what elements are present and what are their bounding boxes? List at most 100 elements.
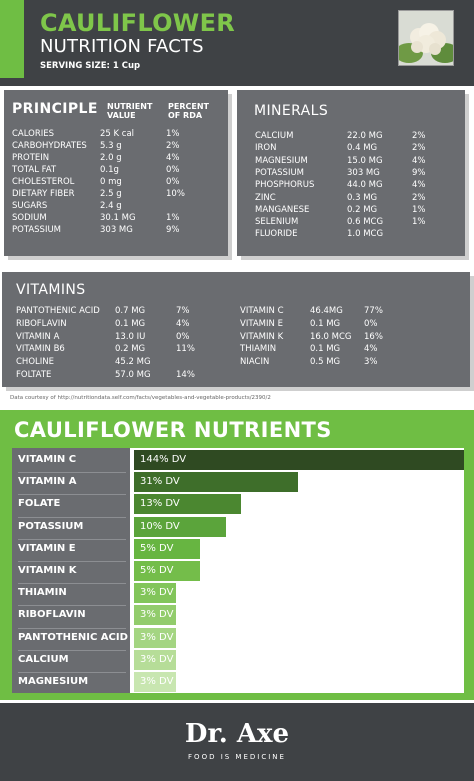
chart-row-divider: [18, 472, 126, 474]
chart-bar: [134, 472, 298, 493]
vitamin-name: CHOLINE: [16, 357, 54, 368]
chart-row-divider: [18, 627, 126, 629]
brand-logo: Dr. Axe: [184, 719, 290, 749]
vitamin-rda: 0%: [176, 331, 190, 342]
chart-row-divider: [18, 672, 126, 673]
chart-bar: [134, 627, 176, 648]
vitamin-rda: 4%: [364, 344, 378, 355]
vitamin-value: 0.1 MG: [115, 318, 146, 329]
nutrient-value: 2.4 g: [100, 201, 122, 211]
mineral-name: PHOSPHORUS: [255, 180, 315, 191]
header-accent-bar: [0, 0, 24, 78]
chart-category-label: PANTOTHENIC ACID: [18, 631, 128, 643]
chart-row-divider: [18, 494, 126, 496]
nutrient-name: PROTEIN: [12, 153, 50, 163]
chart-bar: [134, 494, 241, 515]
nutrient-value: 30.1 MG: [100, 213, 136, 223]
chart-row-divider: [18, 583, 126, 585]
chart-bar: [134, 605, 176, 626]
mineral-value: 22.0 MG: [347, 131, 383, 141]
nutrient-name: SODIUM: [12, 213, 47, 223]
nutrient-name: CALORIES: [12, 129, 55, 139]
chart-row-divider: [18, 649, 126, 651]
mineral-name: CALCIUM: [255, 131, 294, 141]
vitamin-name: VITAMIN E: [240, 318, 283, 329]
mineral-rda: 1%: [412, 204, 426, 215]
mineral-rda: 9%: [412, 167, 426, 178]
brand-tagline: FOOD IS MEDICINE: [188, 753, 286, 761]
chart-category-label: VITAMIN C: [18, 454, 77, 465]
vitamin-rda: 0%: [364, 318, 378, 329]
vitamin-value: 16.0 MCG: [310, 331, 352, 342]
chart-bar: [134, 450, 464, 470]
nutrient-rda: 1%: [166, 213, 180, 223]
chart-category-label: VITAMIN A: [18, 476, 77, 488]
nutrient-name: CARBOHYDRATES: [12, 141, 87, 151]
nutrient-value: 25 K cal: [100, 129, 135, 139]
nutrient-name: POTASSIUM: [12, 225, 62, 235]
nutrient-value: 0 mg: [100, 177, 122, 187]
header: CAULIFLOWER NUTRITION FACTS SERVING SIZE…: [0, 0, 474, 86]
nutrient-value: 303 MG: [100, 225, 133, 235]
vitamin-value: 13.0 IU: [115, 331, 146, 342]
mineral-rda: 2%: [412, 192, 426, 203]
vitamin-name: RIBOFLAVIN: [16, 318, 67, 329]
nutrient-value: 2.0 g: [100, 153, 122, 163]
vitamin-name: VITAMIN K: [240, 331, 284, 342]
nutrient-rda: 4%: [166, 153, 180, 163]
chart-data-label: 5% DV: [140, 565, 174, 576]
nutrient-name: CHOLESTEROL: [12, 177, 75, 187]
cauliflower-image: [398, 10, 454, 66]
nutrient-value: 5.3 g: [100, 141, 122, 151]
mineral-value: 0.6 MCG: [347, 217, 384, 228]
chart-data-label: 10% DV: [140, 520, 180, 532]
vitamin-value: 0.1 MG: [310, 344, 341, 355]
mineral-value: 0.2 MG: [347, 204, 378, 215]
nutrient-value: 0.1g: [100, 165, 119, 175]
vitamin-value: 46.4MG: [310, 306, 343, 316]
data-source-note: Data courtesy of http://nutritiondata.se…: [10, 395, 271, 401]
mineral-name: ZINC: [255, 192, 276, 203]
vitamin-rda: 77%: [364, 306, 383, 316]
mineral-value: 15.0 MG: [347, 155, 383, 166]
mineral-name: IRON: [255, 143, 277, 154]
mineral-name: FLUORIDE: [255, 229, 298, 240]
page-subtitle: NUTRITION FACTS: [40, 36, 204, 57]
vitamin-value: 0.2 MG: [115, 344, 146, 355]
chart-data-label: 3% DV: [140, 676, 174, 687]
minerals-title: MINERALS: [254, 103, 329, 119]
mineral-value: 44.0 MG: [347, 180, 383, 191]
principle-panel: PRINCIPLE NUTRIENT VALUE PERCENT OF RDA CA…: [4, 90, 228, 256]
chart-bar: [134, 561, 200, 581]
vitamin-value: 0.1 MG: [310, 318, 341, 329]
vitamin-value: 0.7 MG: [115, 306, 146, 316]
footer: Dr. Axe FOOD IS MEDICINE: [0, 703, 474, 781]
chart-category-label: VITAMIN E: [18, 542, 76, 554]
nutrients-section: CAULIFLOWER NUTRIENTS VITAMIN C 144% DV VI…: [0, 410, 474, 700]
chart-category-label: CALCIUM: [18, 653, 69, 665]
chart-row-divider: [18, 538, 126, 540]
nutrient-name: TOTAL FAT: [12, 165, 57, 175]
chart-data-label: 144% DV: [140, 454, 187, 465]
chart-category-label: VITAMIN K: [18, 565, 77, 576]
chart-bar: [134, 516, 226, 537]
vitamin-rda: 11%: [176, 344, 195, 355]
chart-bar: [134, 538, 200, 559]
vitamin-rda: 14%: [176, 370, 195, 380]
mineral-name: SELENIUM: [255, 217, 299, 228]
vitamin-rda: 7%: [176, 306, 190, 316]
mineral-value: 0.4 MG: [347, 143, 378, 154]
chart-bar: [134, 649, 176, 670]
mineral-value: 1.0 MCG: [347, 229, 384, 240]
nutrient-rda: 1%: [166, 129, 180, 139]
nutrient-rda: 10%: [166, 189, 185, 199]
mineral-rda: 1%: [412, 217, 426, 228]
chart-data-label: 13% DV: [140, 498, 180, 510]
vitamin-value: 0.5 MG: [310, 357, 341, 368]
chart-category-label: FOLATE: [18, 498, 61, 510]
chart-data-label: 5% DV: [140, 542, 174, 554]
vitamin-name: PANTOTHENIC ACID: [16, 306, 100, 316]
serving-size: SERVING SIZE: 1 Cup: [40, 61, 141, 71]
vitamin-name: VITAMIN C: [240, 306, 284, 316]
chart-row-divider: [18, 516, 126, 518]
